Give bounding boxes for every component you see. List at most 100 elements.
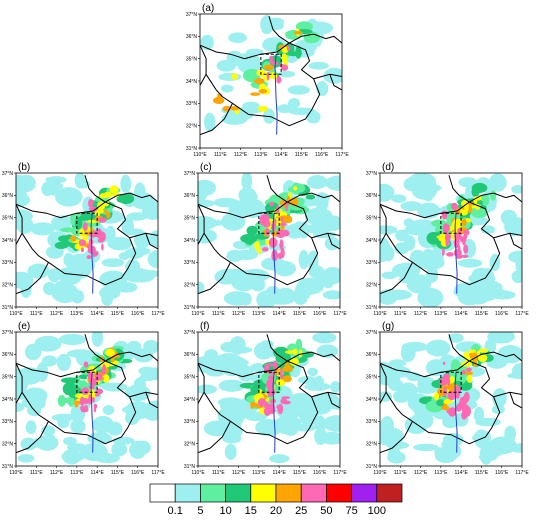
rain-cell	[487, 332, 516, 344]
rain-cell	[388, 359, 407, 368]
rain-cell	[143, 270, 158, 278]
lon-tick-label: 116°E	[131, 470, 145, 476]
rain-cell	[92, 251, 97, 258]
lat-tick-label: 33°N	[184, 260, 196, 266]
lat-tick-label: 34°N	[2, 397, 14, 403]
province-boundary	[385, 233, 501, 286]
rain-cell	[82, 222, 88, 232]
rain-cell	[242, 101, 260, 111]
rain-cell	[81, 398, 90, 405]
rain-cell	[463, 391, 470, 403]
lon-tick-label: 110°E	[193, 152, 207, 158]
colorbar-swatch	[174, 483, 201, 503]
province-boundary	[198, 421, 231, 454]
rain-cell	[380, 225, 398, 235]
rain-cell	[88, 394, 92, 404]
rain-cell	[111, 442, 128, 457]
rain-cell	[70, 235, 77, 242]
lon-tick-label: 114°E	[272, 470, 286, 476]
province-boundary	[84, 175, 106, 203]
rain-cell	[324, 236, 340, 251]
rain-cell	[97, 238, 104, 243]
lon-tick-label: 114°E	[454, 470, 468, 476]
rain-cell	[292, 183, 306, 194]
lat-tick-label: 33°N	[2, 419, 14, 425]
rain-cell	[16, 179, 36, 193]
rain-cell	[66, 443, 88, 452]
rain-cell	[454, 282, 481, 298]
lon-tick-label: 116°E	[495, 470, 509, 476]
rain-cell	[79, 389, 89, 393]
rain-cell	[62, 449, 82, 465]
rain-cell	[48, 188, 61, 196]
rain-cell	[93, 406, 97, 413]
colorbar-swatch	[351, 483, 378, 503]
rain-cell	[448, 333, 464, 343]
rain-cell	[228, 32, 247, 44]
rain-cell	[78, 239, 87, 247]
rain-cell	[458, 399, 464, 409]
lat-tick-label: 35°N	[186, 56, 198, 62]
rain-cell	[289, 357, 299, 366]
rain-cell	[439, 377, 448, 386]
panel-label: (b)	[18, 162, 30, 173]
rain-cell	[298, 349, 303, 358]
rain-cell	[269, 454, 290, 464]
colorbar-level-label: 25	[295, 505, 307, 517]
rain-cell	[461, 218, 467, 226]
lon-tick-label: 117°E	[515, 311, 529, 317]
rain-cell	[90, 205, 94, 209]
rain-cell	[241, 173, 253, 191]
lat-tick-label: 35°N	[2, 215, 14, 221]
rain-cell	[221, 358, 250, 367]
precipitation-field	[16, 173, 158, 306]
rain-cell	[263, 403, 272, 409]
rain-cell	[41, 355, 58, 367]
rain-cell	[25, 420, 37, 435]
rain-cell	[380, 391, 393, 402]
colorbar-swatch	[250, 483, 277, 503]
river-line	[272, 372, 276, 453]
lon-tick-label: 117°E	[515, 470, 529, 476]
rain-cell	[263, 219, 271, 228]
colorbar-level-label: 50	[320, 505, 332, 517]
lon-tick-label: 112°E	[234, 152, 248, 158]
rain-cell	[70, 419, 86, 434]
rain-cell	[86, 255, 92, 260]
colorbar-swatch	[200, 483, 226, 503]
colorbar-swatch	[376, 483, 403, 503]
rain-cell	[88, 199, 95, 205]
lat-tick-label: 36°N	[366, 352, 378, 358]
rain-cell	[415, 385, 438, 394]
rain-cell	[279, 222, 287, 227]
rain-cell	[486, 287, 505, 296]
rain-cell	[86, 244, 92, 249]
lat-tick-label: 34°N	[2, 238, 14, 244]
rain-cell	[293, 409, 319, 418]
province-boundary	[145, 392, 158, 409]
rain-cell	[480, 225, 496, 234]
rain-cell	[433, 392, 440, 401]
rain-cell	[455, 389, 461, 399]
rain-cell	[261, 257, 286, 271]
river-line	[454, 372, 458, 453]
rain-cell	[461, 254, 469, 259]
rain-cell	[47, 268, 61, 283]
rain-cell	[99, 270, 128, 289]
rain-cell	[440, 405, 450, 411]
rain-cell	[478, 348, 489, 353]
province-boundary	[16, 421, 49, 454]
lon-tick-label: 115°E	[475, 311, 489, 317]
rain-cell	[380, 366, 401, 386]
panel-label: (g)	[382, 321, 394, 332]
province-boundary	[380, 262, 413, 295]
focus-region-box	[76, 371, 98, 393]
rain-cell	[85, 221, 101, 227]
rain-cell	[306, 175, 328, 190]
rain-cell	[446, 409, 453, 414]
rain-cell	[16, 192, 31, 208]
rain-cell	[125, 259, 141, 275]
lat-tick-label: 33°N	[184, 419, 196, 425]
rain-cell	[135, 440, 151, 455]
lat-tick-label: 32°N	[366, 282, 378, 288]
